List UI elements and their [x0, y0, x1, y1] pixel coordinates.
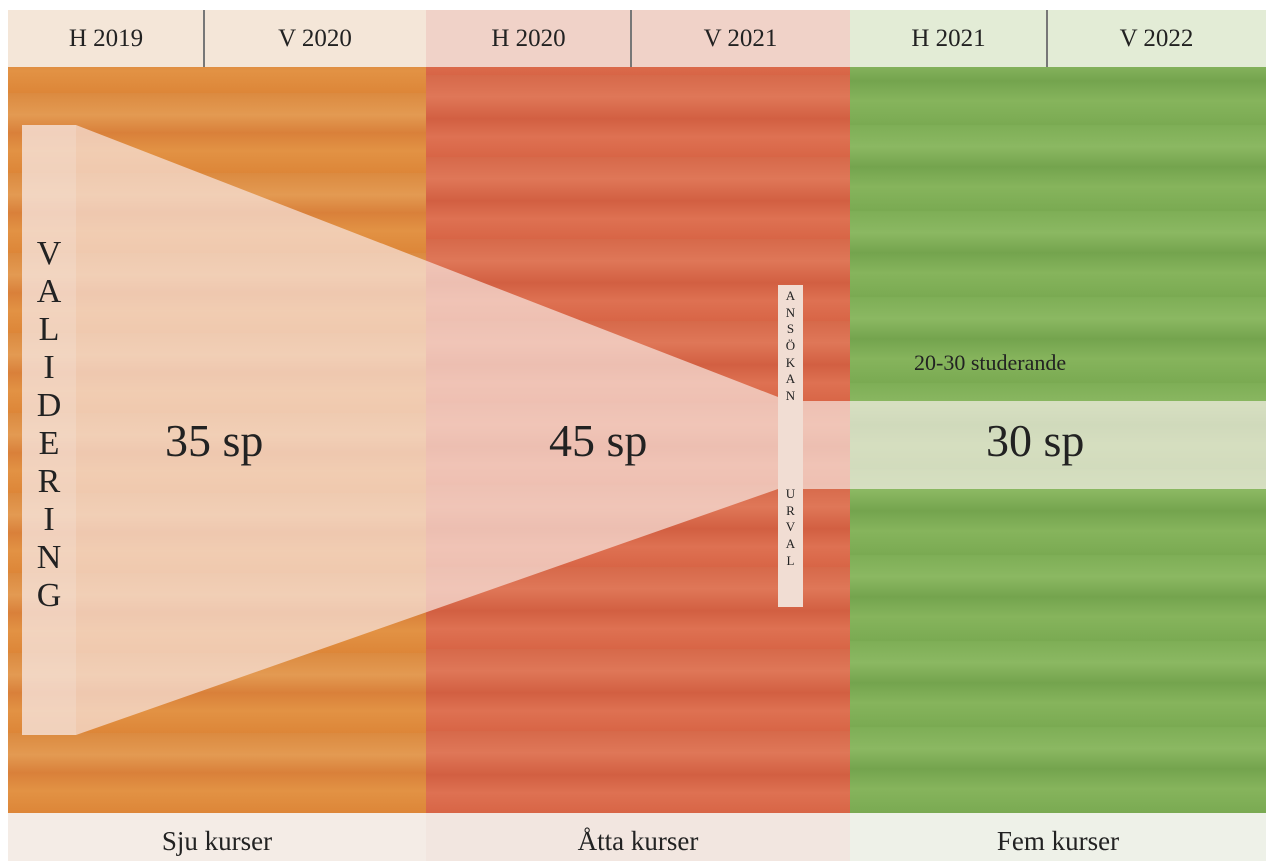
- credits-section-3: 30 sp: [986, 415, 1085, 466]
- header-divider: [1046, 10, 1048, 67]
- period-label: H 2020: [426, 10, 631, 67]
- header-divider: [630, 10, 632, 67]
- ansokan-letter: N: [785, 304, 796, 320]
- period-label: V 2021: [631, 10, 850, 67]
- connector-band: [803, 401, 850, 489]
- ansokan-letter: Ö: [785, 337, 796, 353]
- urval-letter: R: [786, 502, 795, 518]
- funnel-shape: [22, 125, 1266, 735]
- ansokan-urval-strip: [778, 285, 803, 607]
- validering-letter: G: [36, 577, 62, 615]
- students-label: 20-30 studerande: [914, 350, 1067, 375]
- validering-letter: L: [38, 310, 60, 348]
- validering-letter: V: [36, 234, 62, 272]
- validering-letter: D: [36, 386, 62, 424]
- validering-letter: N: [36, 539, 62, 577]
- validering-letter: E: [38, 425, 60, 462]
- validering-letter: A: [36, 272, 62, 310]
- ansokan-letter: A: [785, 288, 796, 303]
- footer-section-3: Fem kurser: [850, 813, 1266, 861]
- validering-strip: [22, 125, 76, 735]
- validering-letter: R: [37, 463, 61, 501]
- ansokan-letter: K: [785, 354, 796, 370]
- period-label: H 2021: [850, 10, 1047, 67]
- footer-section-2: Åtta kurser: [426, 813, 850, 861]
- period-header: H 2019 V 2020 H 2020 V 2021 H 2021 V 202…: [8, 10, 1266, 67]
- ansokan-letter: A: [785, 371, 796, 387]
- ansokan-letter: S: [786, 321, 795, 337]
- period-label: H 2019: [8, 10, 204, 67]
- validering-letter: I: [43, 348, 55, 386]
- header-divider: [203, 10, 205, 67]
- credits-section-1: 35 sp: [165, 415, 264, 466]
- ansokan-letter: N: [785, 387, 796, 403]
- period-label: V 2022: [1047, 10, 1266, 67]
- urval-letter: A: [785, 535, 796, 551]
- urval-letter: L: [786, 552, 795, 568]
- funnel-polygon: [22, 125, 778, 735]
- credits-section-2: 45 sp: [549, 415, 648, 466]
- program-diagram: H 2019 V 2020 H 2020 V 2021 H 2021 V 202…: [8, 10, 1266, 861]
- output-band: [850, 401, 1266, 489]
- footer-section-1: Sju kurser: [8, 813, 426, 861]
- validering-letter: I: [43, 501, 55, 539]
- urval-letter: V: [785, 519, 796, 535]
- urval-letter: U: [785, 486, 796, 501]
- period-label: V 2020: [204, 10, 426, 67]
